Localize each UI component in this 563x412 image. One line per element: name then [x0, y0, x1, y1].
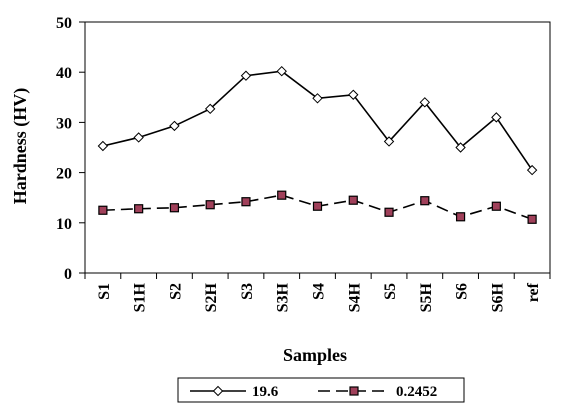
- legend-entry-2: 0.2452: [318, 384, 437, 400]
- legend-label-1: 19.6: [252, 384, 279, 400]
- series-1-point: [455, 142, 466, 153]
- x-tick-label: S6: [454, 283, 471, 300]
- legend-marker-2: [349, 386, 359, 396]
- series-2-point: [277, 190, 287, 200]
- x-ticks: S1 S1H S2 S2H S3 S3H S4 S4H S5 S5H S6 S6H ref: [84, 273, 551, 312]
- series-layer: [97, 65, 538, 224]
- x-tick-label: S3: [239, 283, 256, 300]
- series-1-point: [240, 70, 252, 81]
- x-tick-label: S1: [96, 283, 113, 300]
- series-2-point: [491, 201, 501, 211]
- y-tick-label: 40: [56, 65, 72, 82]
- series-2: [98, 190, 537, 224]
- series-2-point: [241, 197, 251, 207]
- series-1-point: [526, 164, 538, 176]
- series-1-point: [204, 103, 216, 115]
- legend-marker-1: [212, 385, 224, 397]
- legend-label-2: 0.2452: [396, 384, 437, 400]
- x-tick-label: S6H: [489, 282, 506, 312]
- x-tick-label: S5: [382, 283, 399, 300]
- legend-entry-1: 19.6: [190, 384, 279, 400]
- y-tick-label: 50: [56, 15, 72, 32]
- x-tick-label: S2H: [203, 282, 220, 312]
- series-2-point: [455, 212, 466, 222]
- legend-box: [177, 377, 465, 403]
- series-2-point: [420, 196, 430, 206]
- series-1-point: [169, 120, 180, 132]
- plot-frame: [84, 21, 551, 274]
- x-tick-label: S5H: [418, 282, 435, 312]
- series-1-line: [102, 70, 533, 171]
- y-tick-label: 30: [56, 115, 72, 132]
- plot-area-border: [84, 21, 551, 274]
- x-axis-label: Samples: [283, 345, 347, 365]
- series-2-point: [98, 205, 108, 215]
- series-2-point: [134, 204, 144, 214]
- series-1-point: [419, 97, 431, 108]
- series-1: [97, 65, 538, 176]
- series-1-point: [97, 140, 109, 152]
- x-tick-label: S4H: [346, 282, 363, 312]
- x-tick-label: S3H: [275, 282, 292, 312]
- y-tick-label: 20: [56, 166, 72, 183]
- x-tick-label: S2: [167, 283, 184, 300]
- series-1-point: [348, 89, 359, 100]
- series-1-point: [491, 112, 502, 123]
- y-tick-label: 10: [56, 216, 72, 233]
- legend: 19.6 0.2452: [177, 377, 465, 403]
- series-2-point: [348, 195, 358, 205]
- series-1-point: [133, 132, 144, 143]
- y-tick-label: 0: [64, 266, 72, 283]
- series-1-point: [383, 136, 395, 147]
- x-tick-label: S1H: [132, 282, 149, 312]
- x-tick-label: S4: [311, 283, 328, 300]
- x-tick-label: ref: [525, 282, 542, 302]
- series-2-point: [384, 207, 394, 217]
- y-axis-label: Hardness (HV): [10, 88, 31, 205]
- y-ticks: 0 10 20 30 40 50: [56, 15, 85, 283]
- series-2-point: [527, 214, 537, 224]
- series-1-point: [276, 65, 287, 77]
- series-2-point: [169, 203, 180, 213]
- series-1-point: [312, 93, 323, 104]
- series-2-point: [205, 200, 215, 210]
- series-2-point: [312, 201, 323, 211]
